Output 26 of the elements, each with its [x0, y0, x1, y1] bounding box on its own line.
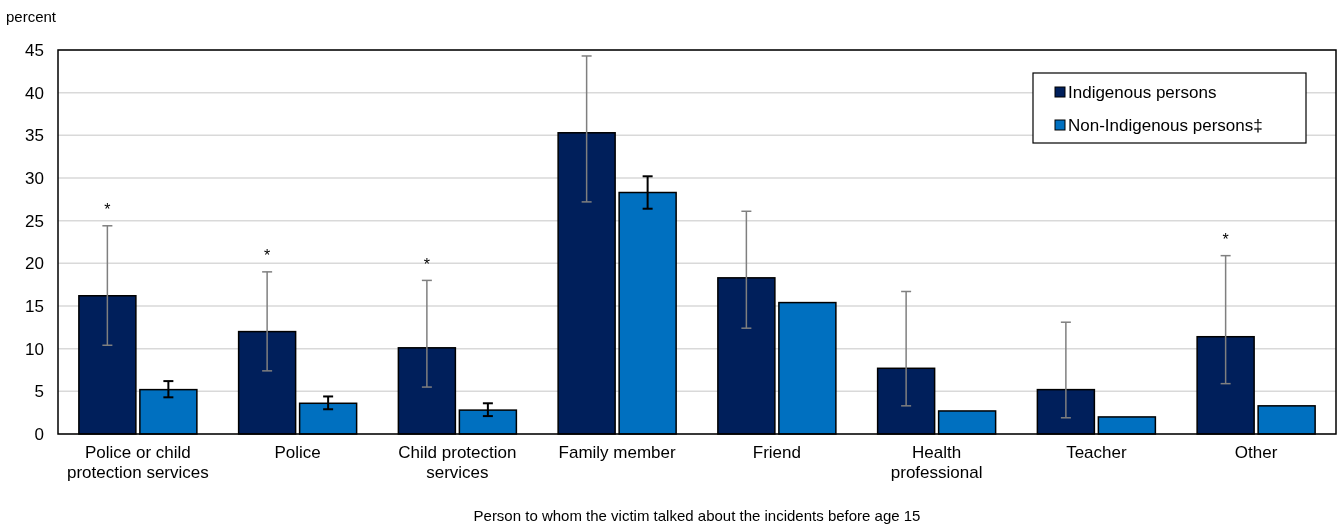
- x-tick-label: Friend: [752, 443, 801, 462]
- x-tick-label: Police: [274, 443, 321, 462]
- annotation: *: [423, 256, 430, 273]
- y-axis-title: percent: [6, 8, 57, 25]
- annotation: *: [264, 247, 271, 265]
- x-tick-label: Other: [1234, 443, 1278, 462]
- x-tick-label: Teacher: [1066, 443, 1127, 462]
- annotation: *: [104, 201, 111, 219]
- y-tick-label: 30: [25, 168, 44, 188]
- y-tick-label: 0: [34, 424, 44, 444]
- legend-label: Non-Indigenous persons‡: [1068, 115, 1263, 135]
- y-tick-label: 10: [25, 339, 44, 359]
- y-tick-label: 15: [25, 296, 44, 316]
- y-tick-label: 45: [25, 40, 44, 60]
- y-tick-label: 25: [25, 211, 44, 231]
- annotation: *: [1222, 231, 1229, 249]
- x-tick-label: Police or child protection services: [67, 443, 209, 482]
- y-tick-label: 20: [25, 254, 44, 274]
- x-tick-label: Family member: [558, 443, 677, 462]
- y-tick-label: 40: [25, 83, 44, 103]
- x-tick-label: Health professional: [890, 443, 983, 482]
- y-tick-label: 35: [25, 126, 44, 146]
- y-tick-label: 5: [34, 382, 44, 402]
- legend-label: Indigenous persons: [1068, 82, 1217, 102]
- x-axis-title: Person to whom the victim talked about the incidents before age 15: [473, 507, 921, 524]
- x-tick-label: Child protection services: [398, 443, 517, 482]
